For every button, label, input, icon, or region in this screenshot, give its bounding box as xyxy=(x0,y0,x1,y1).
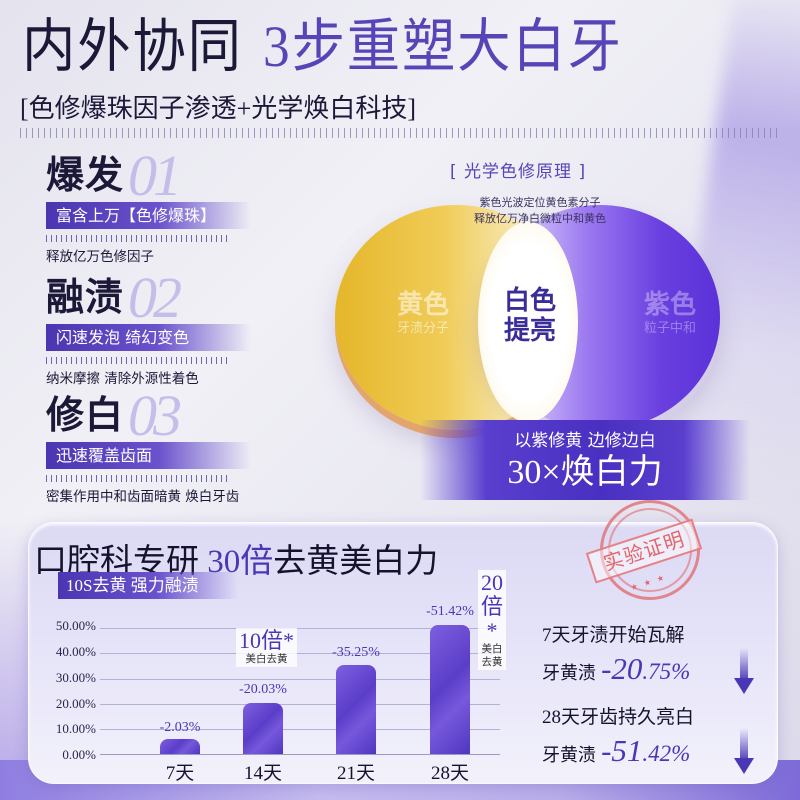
step-2-number: 02 xyxy=(128,265,182,330)
step-1-highlight-bar: 富含上万【色修爆珠】 xyxy=(46,202,251,229)
gridline xyxy=(100,704,500,705)
center-label: 白色 提亮 xyxy=(500,286,560,346)
page-subtitle: [色修爆珠因子渗透+光学焕白科技] xyxy=(20,94,416,123)
venn-desc-line-2: 释放亿万净白微粒中和黄色 xyxy=(474,212,606,225)
step-2-highlight-bar: 闪速发泡 绮幻变色 xyxy=(46,324,251,351)
yellow-label-sub: 牙渍分子 xyxy=(396,320,449,335)
step-1-ruler xyxy=(46,235,228,242)
step-2-ruler xyxy=(46,357,228,364)
stat-7-day: 7天牙渍开始瓦解 牙黄渍 -20.75% xyxy=(542,620,690,687)
annotation-20x: 20倍* 美白去黄 xyxy=(478,570,507,670)
step-3-ruler xyxy=(46,475,228,482)
y-tick-0: 0.00% xyxy=(62,747,96,762)
step-3: 修白 03 迅速覆盖齿面 密集作用中和齿面暗黄 焕白牙齿 xyxy=(46,386,251,505)
x-label-28d: 28天 xyxy=(430,763,469,784)
bar-label-21d: -35.25% xyxy=(332,645,380,660)
step-1: 爆发 01 富含上万【色修爆珠】 释放亿万色修因子 xyxy=(46,146,251,265)
x-label-7d: 7天 xyxy=(165,763,195,784)
x-axis-line xyxy=(100,754,500,755)
y-tick-20: 20.00% xyxy=(55,696,96,711)
stat-7-day-heading: 7天牙渍开始瓦解 xyxy=(542,625,685,646)
y-tick-40: 40.00% xyxy=(55,644,96,659)
stat-7-day-value-main: -20 xyxy=(601,651,643,686)
venn-description: 紫色光波定位黄色素分子 释放亿万净白微粒中和黄色 xyxy=(455,195,625,227)
bar-7d xyxy=(160,739,200,754)
venn-banner: 以紫修黄 边修边白 30×焕白力 xyxy=(420,420,750,500)
stat-28-day: 28天牙齿持久亮白 牙黄渍 -51.42% xyxy=(542,702,694,769)
step-3-number: 03 xyxy=(128,383,182,448)
bar-14d xyxy=(243,703,283,754)
purple-label: 紫色 粒子中和 xyxy=(625,290,715,336)
annotation-20x-value: 20倍* xyxy=(481,570,504,643)
annotation-10x-value: 10倍* xyxy=(239,628,295,653)
y-tick-30: 30.00% xyxy=(55,670,96,685)
annotation-20x-sub: 美白去黄 xyxy=(481,643,503,668)
panel-tag: 10S去黄 强力融渍 xyxy=(58,572,238,599)
title-part-1: 内外协同 xyxy=(22,14,243,79)
bar-label-28d: -51.42% xyxy=(426,604,474,619)
step-2: 融渍 02 闪速发泡 绮幻变色 纳米摩擦 清除外源性着色 xyxy=(46,268,251,387)
purple-label-title: 紫色 xyxy=(643,290,696,319)
y-tick-50: 50.00% xyxy=(55,618,96,633)
stat-28-day-value-main: -51 xyxy=(601,733,643,768)
x-label-14d: 14天 xyxy=(243,763,282,784)
stat-28-day-heading: 28天牙齿持久亮白 xyxy=(542,707,695,728)
annotation-10x-sub: 美白去黄 xyxy=(245,653,288,665)
venn-desc-line-1: 紫色光波定位黄色素分子 xyxy=(479,196,601,209)
step-3-desc: 密集作用中和齿面暗黄 焕白牙齿 xyxy=(46,489,240,505)
stat-7-day-key: 牙黄渍 xyxy=(542,663,596,683)
step-2-name: 融渍 xyxy=(46,277,125,319)
yellow-label: 黄色 牙渍分子 xyxy=(378,290,468,336)
panel-title-part-2: 去黄美白力 xyxy=(273,544,439,580)
stat-7-day-value-dec: .75% xyxy=(642,659,691,684)
gridline xyxy=(100,729,500,730)
bar-28d xyxy=(430,625,470,754)
step-2-desc: 纳米摩擦 清除外源性着色 xyxy=(46,371,199,387)
purple-label-sub: 粒子中和 xyxy=(643,320,696,335)
center-label-line-1: 白色 xyxy=(503,286,556,315)
step-1-name: 爆发 xyxy=(46,155,125,197)
title-part-2: 3步重塑大白牙 xyxy=(263,14,623,79)
gridline xyxy=(100,628,500,629)
bar-label-14d: -20.03% xyxy=(239,682,287,697)
y-tick-10: 10.00% xyxy=(55,721,96,736)
stat-28-day-value-dec: .42% xyxy=(642,741,691,766)
white-overlap-lens xyxy=(478,222,578,422)
down-arrow-icon xyxy=(734,728,754,778)
down-arrow-icon xyxy=(734,648,754,698)
stat-28-day-value: -51.42% xyxy=(601,733,690,768)
x-label-21d: 21天 xyxy=(336,763,375,784)
annotation-10x: 10倍* 美白去黄 xyxy=(236,628,298,667)
header-ruler-divider xyxy=(20,128,780,138)
gridline xyxy=(100,679,500,680)
venn-banner-line-2: 30×焕白力 xyxy=(507,454,663,491)
step-3-highlight-bar: 迅速覆盖齿面 xyxy=(46,442,251,469)
step-1-number: 01 xyxy=(128,143,182,208)
bar-label-7d: -2.03% xyxy=(159,720,201,735)
gridline xyxy=(100,653,500,654)
step-3-name: 修白 xyxy=(46,395,125,437)
venn-title: [ 光学色修原理 ] xyxy=(450,162,587,182)
stat-28-day-key: 牙黄渍 xyxy=(542,745,596,765)
bar-21d xyxy=(336,665,376,754)
venn-banner-line-1: 以紫修黄 边修边白 xyxy=(514,431,656,451)
step-1-desc: 释放亿万色修因子 xyxy=(46,249,154,265)
page-title: 内外协同 3步重塑大白牙 xyxy=(22,12,623,82)
center-label-line-2: 提亮 xyxy=(503,316,556,345)
yellow-label-title: 黄色 xyxy=(396,290,449,319)
stat-7-day-value: -20.75% xyxy=(601,651,690,686)
bar-chart: 50.00% 40.00% 30.00% 20.00% 10.00% 0.00%… xyxy=(30,570,507,790)
